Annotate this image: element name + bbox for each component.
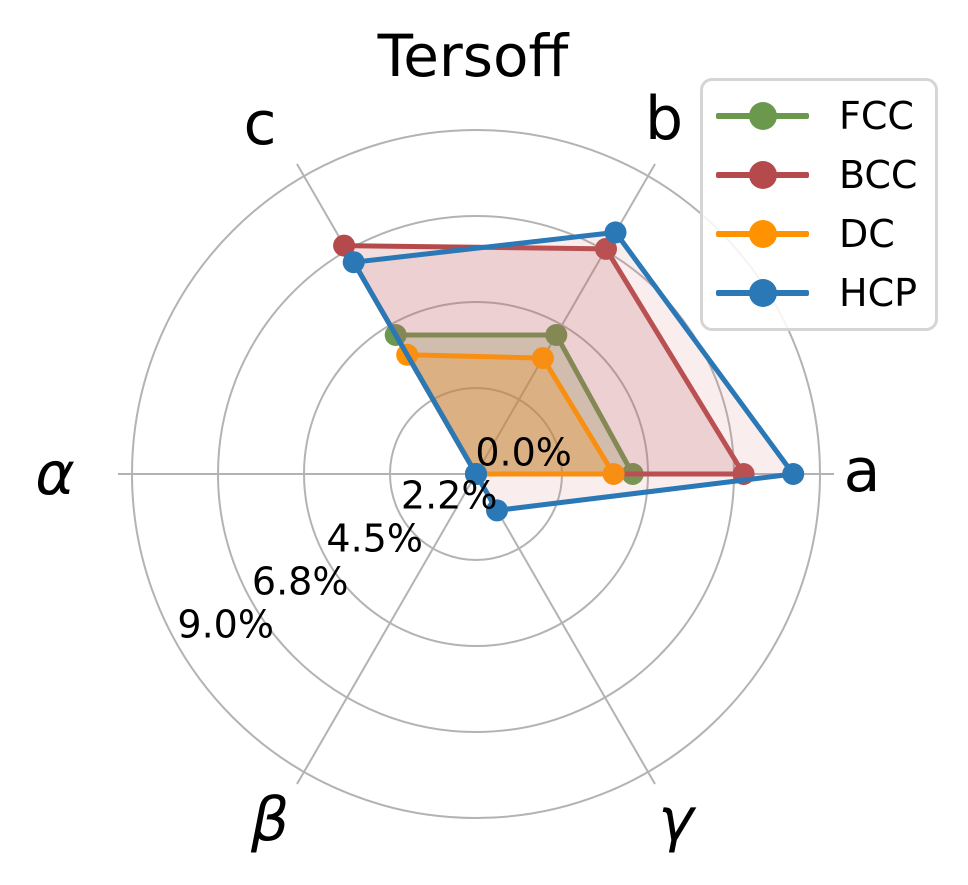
radial-tick-label-1: 2.2% <box>401 474 498 518</box>
legend: FCC BCC DC HCP <box>700 78 938 331</box>
series-DC-area <box>407 354 614 474</box>
radial-tick-label-0: 0.0% <box>475 431 572 475</box>
axis-label-β: β <box>250 785 289 855</box>
legend-marker-HCP <box>716 278 809 308</box>
series-DC-point-a <box>602 463 625 485</box>
legend-label-HCP: HCP <box>839 270 918 315</box>
legend-label-DC: DC <box>839 211 895 256</box>
series-HCP-line <box>351 229 796 513</box>
legend-label-FCC: FCC <box>839 94 914 139</box>
axis-label-γ: γ <box>658 785 697 855</box>
legend-item-BCC: BCC <box>703 146 935 204</box>
series-DC-point-b <box>531 347 554 370</box>
radial-tick-label-4: 9.0% <box>177 603 274 647</box>
legend-dot-icon <box>748 161 777 190</box>
chart-title: Tersoff <box>377 22 569 90</box>
legend-item-HCP: HCP <box>703 264 935 322</box>
series-HCP-point-c <box>342 251 365 274</box>
legend-dot-icon <box>748 278 777 307</box>
series-BCC-point-b <box>595 237 617 260</box>
spoke-γ <box>475 473 656 785</box>
radial-tick-label-2: 4.5% <box>326 517 423 561</box>
series-HCP-point-γ <box>486 499 508 522</box>
legend-marker-DC <box>716 219 809 249</box>
axis-label-b: b <box>645 84 683 154</box>
legend-label-BCC: BCC <box>839 153 918 198</box>
spoke-b <box>475 163 656 475</box>
legend-dot-icon <box>748 219 777 248</box>
legend-item-DC: DC <box>703 205 935 263</box>
spoke-β <box>296 473 477 785</box>
legend-marker-BCC <box>716 160 809 190</box>
axis-label-a: a <box>844 436 881 506</box>
series-HCP-point-β <box>465 463 487 485</box>
series-HCP-point-a <box>782 463 805 485</box>
series-HCP-area <box>353 232 794 511</box>
series-BCC-point-c <box>333 234 356 257</box>
axis-label-α: α <box>35 439 75 509</box>
radial-tick-label-3: 6.8% <box>252 560 349 604</box>
legend-marker-FCC <box>716 101 809 131</box>
legend-dot-icon <box>748 102 777 131</box>
series-FCC-point-b <box>545 324 568 346</box>
legend-item-FCC: FCC <box>703 87 935 145</box>
axis-label-c: c <box>244 89 277 159</box>
series-HCP-point-b <box>604 221 627 244</box>
